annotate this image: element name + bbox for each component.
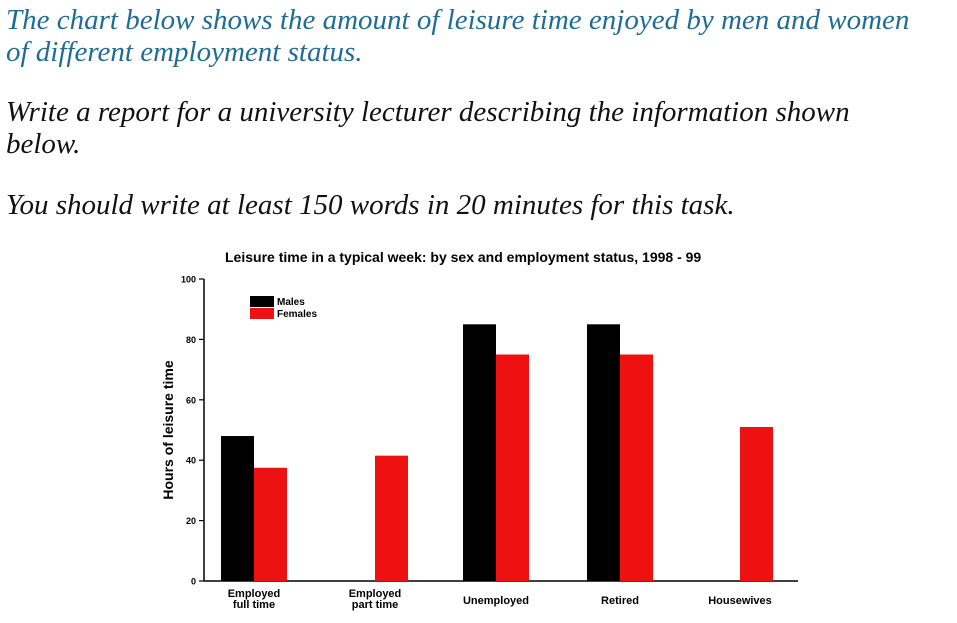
time-instruction: You should write at least 150 words in 2… [6,189,735,221]
bar-females [620,354,653,581]
x-tick-label: full time [233,599,275,611]
y-tick-label: 0 [191,577,196,587]
x-tick-label: Housewives [708,595,772,607]
intro-line-1: The chart below shows the amount of leis… [6,4,910,36]
y-tick-label: 60 [186,395,196,405]
x-tick-label: Employed [349,588,402,600]
bar-females [740,426,773,581]
chart-title: Leisure time in a typical week: by sex a… [225,249,701,265]
y-axis-label: Hours of leisure time [160,360,176,499]
task-line-1: Write a report for a university lecturer… [6,96,850,128]
legend-swatch-females [250,308,274,319]
bar-males [221,436,254,581]
y-tick-label: 40 [186,456,196,466]
legend-swatch-males [250,296,274,307]
bar-females [375,455,408,581]
bar-males [587,324,620,581]
x-tick-label: Employed [228,588,281,600]
y-tick-label: 100 [181,275,196,285]
y-tick-label: 20 [186,516,196,526]
intro-line-2: of different employment status. [6,36,363,68]
x-tick-label: Unemployed [463,595,529,607]
bar-males [463,324,496,581]
legend-label-males: Males [277,297,305,308]
leisure-bar-chart: Leisure time in a typical week: by sex a… [160,249,798,611]
bar-females [254,467,287,581]
legend-label-females: Females [277,309,317,320]
y-tick-label: 80 [186,335,196,345]
x-tick-label: part time [352,599,398,611]
bar-females [496,354,529,581]
x-tick-label: Retired [601,595,639,607]
task-line-2: below. [6,128,81,160]
